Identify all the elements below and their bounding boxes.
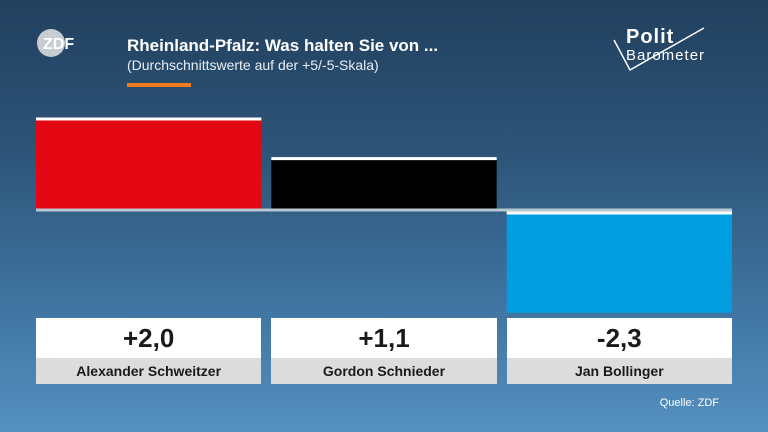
bar-2	[271, 160, 497, 209]
bar-3	[506, 211, 732, 313]
zdf-logo-text: ZDF	[43, 36, 74, 53]
chart-title: Rheinland-Pfalz: Was halten Sie von ...	[127, 36, 439, 55]
bar-cap-3	[506, 211, 732, 215]
politbarometer-logo-line2: Barometer	[626, 47, 706, 64]
zdf-logo: ZDF	[36, 28, 88, 58]
category-label-3: Jan Bollinger	[506, 358, 732, 384]
value-label-2: +1,1	[271, 318, 497, 358]
category-label-1: Alexander Schweitzer	[36, 358, 262, 384]
category-label-2: Gordon Schnieder	[271, 358, 497, 384]
value-label-1: +2,0	[36, 318, 262, 358]
bar-cap-2	[271, 157, 497, 161]
politbarometer-logo-line1: Polit	[626, 26, 675, 48]
checkmark-icon	[613, 27, 705, 72]
accent-line	[127, 83, 191, 87]
zdf-logo-icon: ZDF	[37, 29, 74, 57]
value-label-3: -2,3	[506, 318, 732, 358]
bar-cap-1	[36, 117, 262, 121]
politbarometer-logo: Polit Barometer	[608, 26, 718, 74]
source-note: Quelle: ZDF	[659, 397, 719, 409]
zero-baseline	[36, 208, 732, 212]
chart-subtitle: (Durchschnittswerte auf der +5/-5-Skala)	[127, 57, 379, 73]
bar-1	[36, 120, 262, 209]
